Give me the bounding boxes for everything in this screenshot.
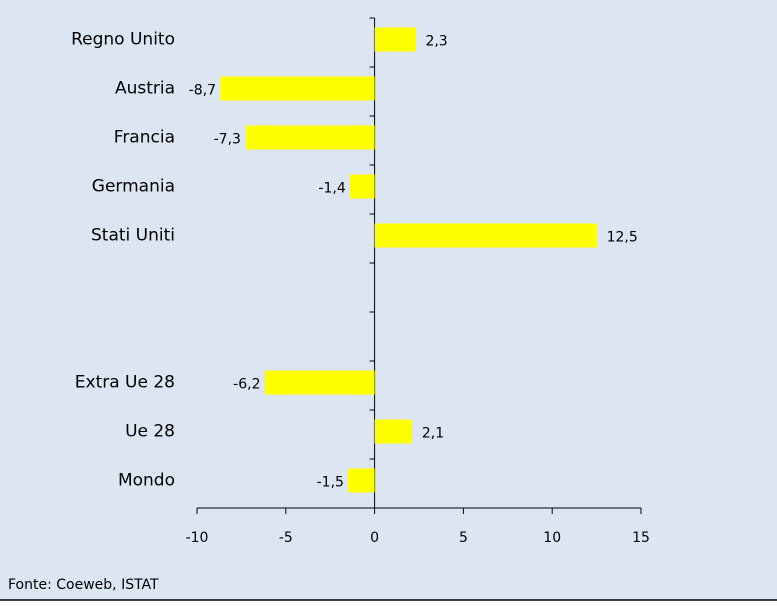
- x-tick-label: 0: [370, 530, 379, 546]
- y-tick-label: Extra Ue 28: [75, 373, 175, 393]
- y-tick-label: Ue 28: [125, 422, 175, 442]
- y-tick-label: Germania: [92, 177, 175, 197]
- value-label: -1,4: [318, 181, 345, 197]
- y-tick-label: Regno Unito: [71, 30, 175, 50]
- bar: [349, 174, 375, 199]
- value-label: -6,2: [233, 377, 260, 393]
- x-tick-label: 5: [459, 530, 468, 546]
- x-tick-label: 15: [632, 530, 650, 546]
- value-label: 2,3: [425, 34, 447, 50]
- bar: [374, 223, 597, 248]
- value-label: 2,1: [422, 426, 444, 442]
- y-tick-label: Mondo: [118, 471, 175, 491]
- bar: [347, 468, 375, 493]
- x-tick-label: 10: [543, 530, 561, 546]
- bar: [374, 27, 416, 52]
- bar: [374, 419, 412, 444]
- value-label: -7,3: [214, 132, 241, 148]
- bar: [244, 125, 375, 150]
- source: Fonte: Coeweb, ISTAT: [8, 577, 159, 593]
- y-tick-label: Stati Uniti: [91, 226, 175, 246]
- bar: [220, 76, 375, 101]
- y-tick-label: Austria: [115, 79, 175, 99]
- bar: [264, 370, 375, 395]
- y-tick-label: Francia: [114, 128, 175, 148]
- value-label: -1,5: [317, 475, 344, 491]
- x-tick-label: -10: [186, 530, 209, 546]
- x-tick-label: -5: [279, 530, 293, 546]
- value-label: -8,7: [189, 83, 216, 99]
- value-label: 12,5: [607, 230, 638, 246]
